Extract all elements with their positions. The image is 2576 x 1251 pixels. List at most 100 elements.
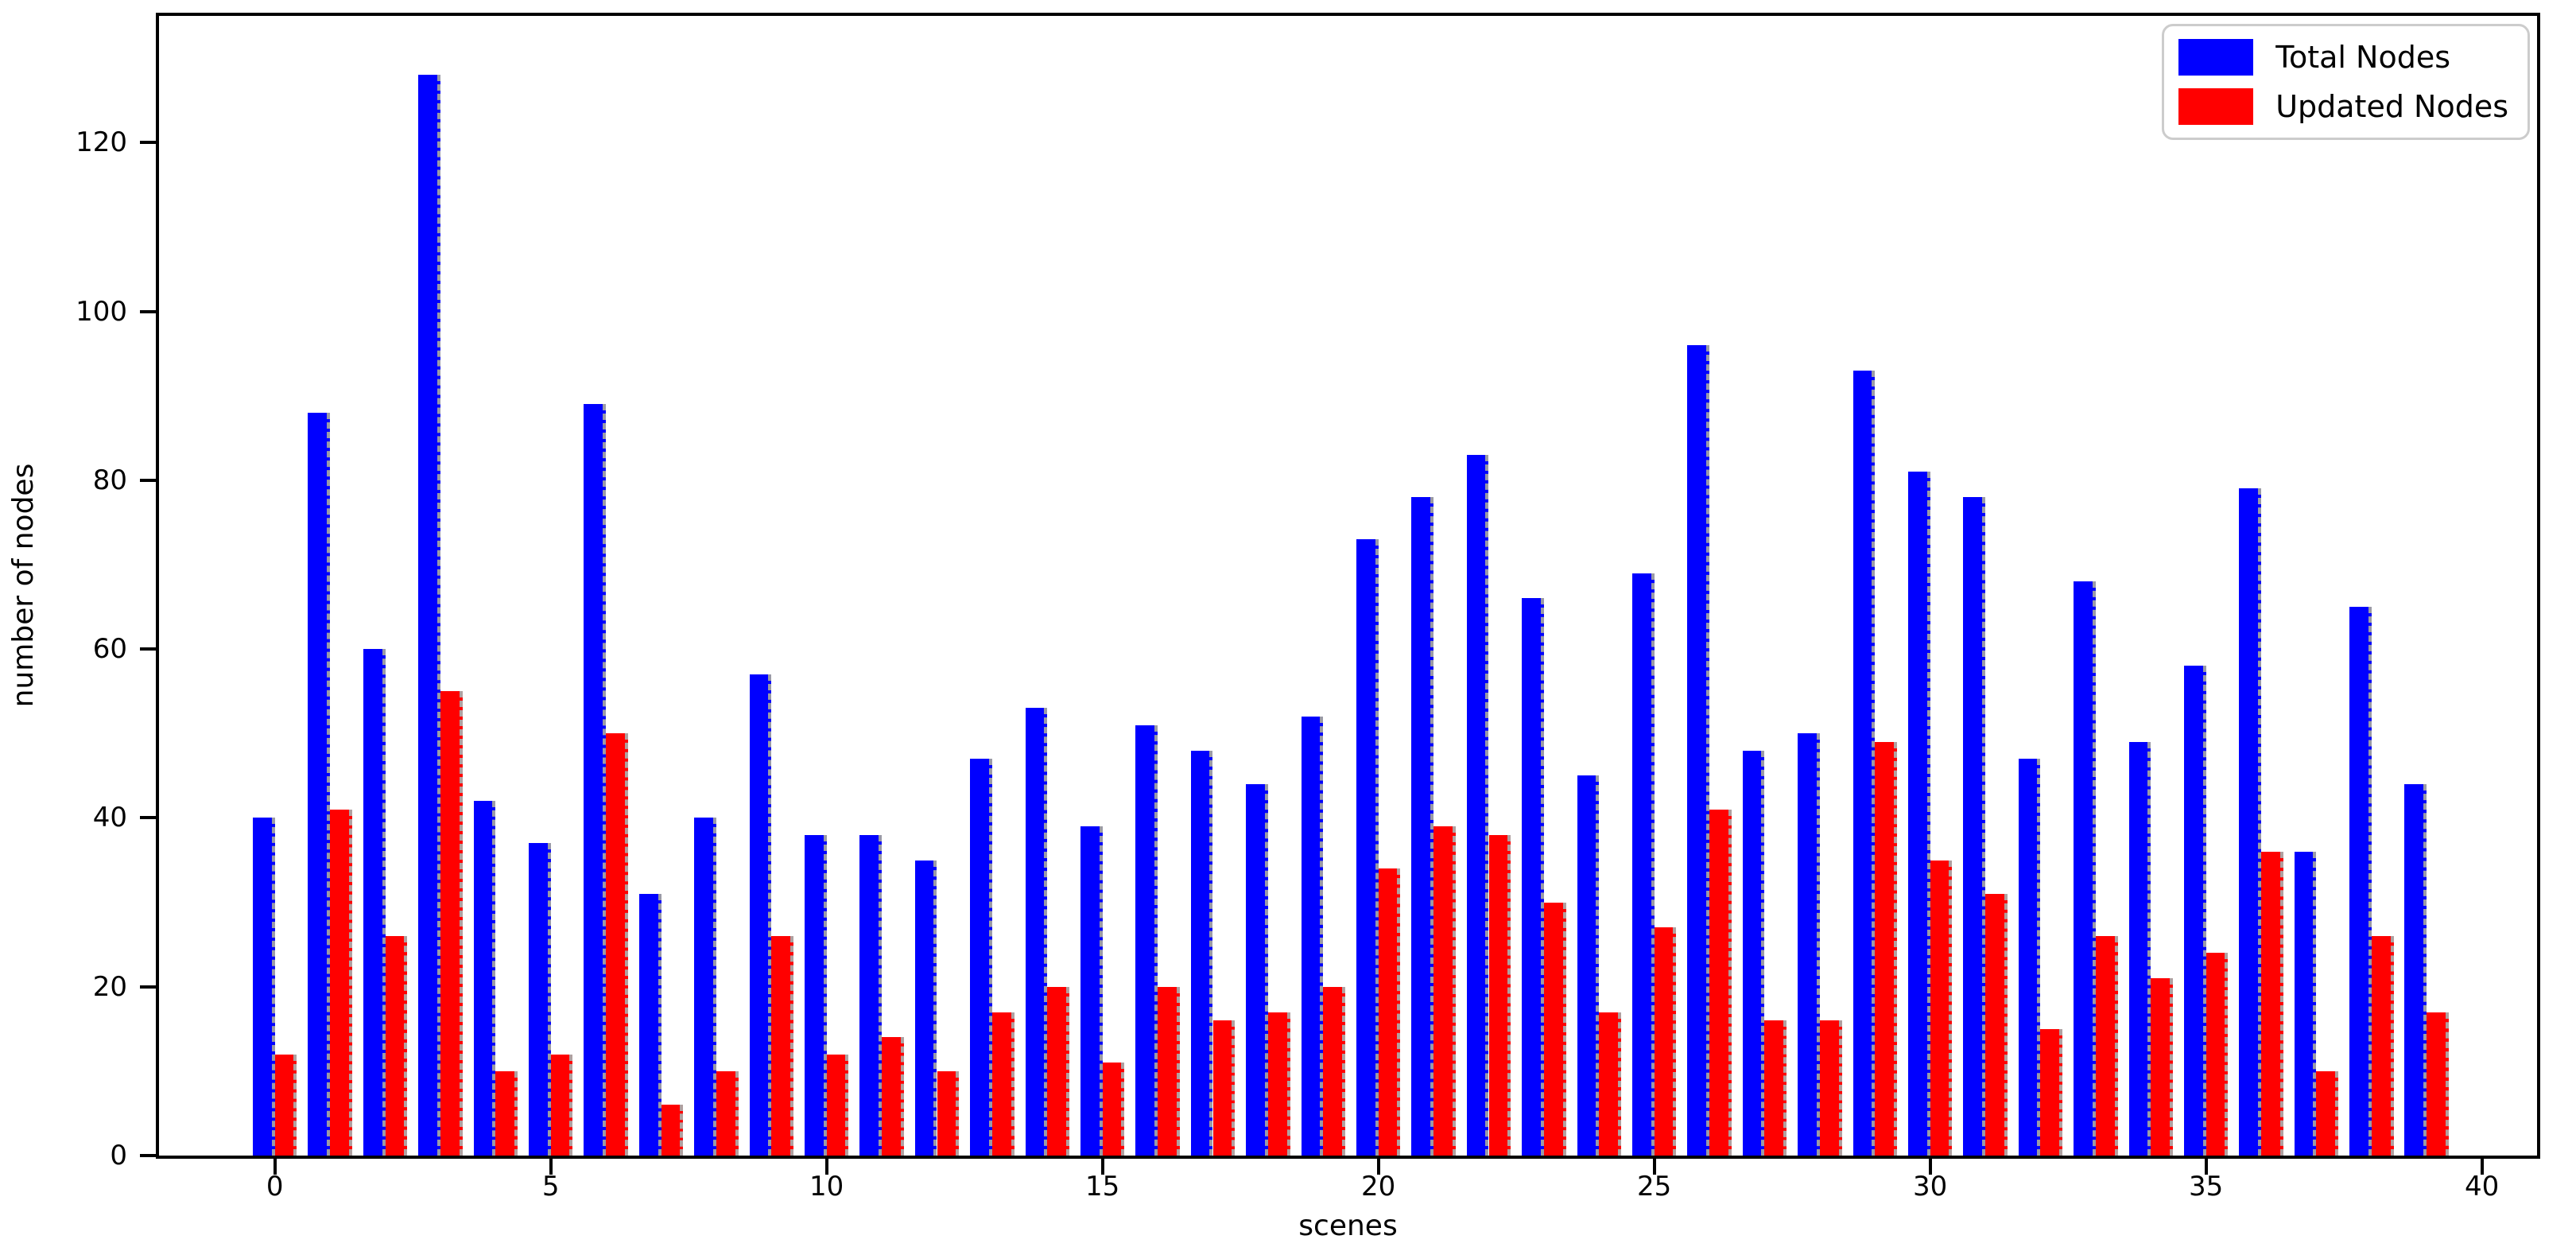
legend-swatch-total-nodes <box>2178 39 2254 76</box>
bar-updated-nodes-scene-23 <box>1543 902 1566 1156</box>
legend-item-total-nodes: Total Nodes <box>2178 39 2508 76</box>
bar-total-nodes-scene-0 <box>253 818 275 1156</box>
y-tick-mark-40 <box>140 816 156 820</box>
bar-total-nodes-scene-5 <box>529 843 551 1156</box>
bar-total-nodes-scene-9 <box>749 674 772 1156</box>
bar-total-nodes-scene-34 <box>2128 741 2151 1156</box>
bar-total-nodes-scene-25 <box>1631 573 1655 1156</box>
bar-updated-nodes-scene-21 <box>1433 826 1456 1156</box>
bar-total-nodes-scene-27 <box>1742 750 1765 1156</box>
bar-updated-nodes-scene-7 <box>661 1105 684 1156</box>
bar-updated-nodes-scene-16 <box>1158 986 1180 1156</box>
bar-total-nodes-scene-31 <box>1963 497 1986 1156</box>
bar-updated-nodes-scene-1 <box>330 809 352 1156</box>
y-tick-mark-80 <box>140 478 156 482</box>
bar-updated-nodes-scene-17 <box>1212 1020 1236 1156</box>
bar-total-nodes-scene-1 <box>308 412 331 1156</box>
bar-total-nodes-scene-33 <box>2074 581 2096 1156</box>
legend-box: Total Nodes Updated Nodes <box>2162 24 2530 140</box>
bar-updated-nodes-scene-37 <box>2316 1070 2339 1156</box>
bar-total-nodes-scene-23 <box>1522 598 1544 1156</box>
bar-updated-nodes-scene-14 <box>1047 986 1070 1156</box>
bar-updated-nodes-scene-12 <box>937 1070 960 1156</box>
bar-updated-nodes-scene-6 <box>606 733 628 1156</box>
x-tick-label-0: 0 <box>266 1171 284 1202</box>
bar-updated-nodes-scene-31 <box>1985 893 2008 1156</box>
bar-total-nodes-scene-11 <box>859 834 883 1156</box>
bar-total-nodes-scene-4 <box>473 801 496 1156</box>
bar-updated-nodes-scene-11 <box>882 1037 904 1156</box>
y-tick-mark-0 <box>140 1154 156 1157</box>
bar-total-nodes-scene-6 <box>584 404 607 1156</box>
bar-updated-nodes-scene-10 <box>826 1054 849 1156</box>
bar-total-nodes-scene-13 <box>970 759 992 1156</box>
x-tick-label-40: 40 <box>2464 1171 2500 1202</box>
y-axis-label: number of nodes <box>7 463 40 708</box>
x-tick-label-10: 10 <box>809 1171 844 1202</box>
bar-total-nodes-scene-18 <box>1246 783 1268 1156</box>
bar-total-nodes-scene-7 <box>638 893 661 1156</box>
y-tick-label-40: 40 <box>92 802 127 834</box>
y-tick-label-100: 100 <box>76 295 127 328</box>
bar-updated-nodes-scene-4 <box>495 1070 518 1156</box>
bar-updated-nodes-scene-19 <box>1323 986 1346 1156</box>
bar-total-nodes-scene-39 <box>2404 783 2427 1156</box>
bar-updated-nodes-scene-22 <box>1488 834 1511 1156</box>
bar-total-nodes-scene-36 <box>2239 488 2262 1156</box>
bar-updated-nodes-scene-0 <box>274 1054 297 1156</box>
bar-updated-nodes-scene-25 <box>1654 927 1677 1156</box>
bar-total-nodes-scene-17 <box>1190 750 1213 1156</box>
x-tick-label-35: 35 <box>2188 1171 2224 1202</box>
bar-total-nodes-scene-21 <box>1411 497 1434 1156</box>
x-tick-mark-40 <box>2480 1159 2484 1175</box>
bar-total-nodes-scene-14 <box>1025 708 1048 1156</box>
bar-total-nodes-scene-8 <box>694 818 716 1156</box>
bar-updated-nodes-scene-30 <box>1930 860 1953 1156</box>
legend-swatch-updated-nodes <box>2178 88 2254 125</box>
bar-updated-nodes-scene-20 <box>1378 868 1401 1156</box>
plot-area: Total Nodes Updated Nodes <box>140 13 2540 1175</box>
bar-updated-nodes-scene-38 <box>2371 936 2394 1156</box>
x-tick-mark-0 <box>273 1159 277 1175</box>
bar-updated-nodes-scene-24 <box>1599 1012 1622 1156</box>
bar-updated-nodes-scene-3 <box>440 691 463 1156</box>
bar-total-nodes-scene-12 <box>914 860 937 1156</box>
bar-total-nodes-scene-10 <box>804 834 827 1156</box>
y-tick-mark-100 <box>140 309 156 313</box>
x-tick-label-5: 5 <box>541 1171 560 1202</box>
bar-total-nodes-scene-22 <box>1466 455 1489 1156</box>
bar-total-nodes-scene-26 <box>1687 345 1710 1156</box>
x-tick-mark-35 <box>2204 1159 2208 1175</box>
bar-total-nodes-scene-3 <box>418 75 440 1156</box>
y-tick-label-60: 60 <box>92 633 127 666</box>
bar-updated-nodes-scene-15 <box>1102 1063 1125 1156</box>
y-tick-label-20: 20 <box>92 970 127 1003</box>
x-tick-mark-5 <box>549 1159 553 1175</box>
bar-updated-nodes-scene-26 <box>1709 809 1732 1156</box>
bar-updated-nodes-scene-13 <box>991 1012 1014 1156</box>
x-tick-label-15: 15 <box>1085 1171 1120 1202</box>
x-tick-mark-25 <box>1652 1159 1656 1175</box>
x-tick-mark-20 <box>1376 1159 1380 1175</box>
bar-updated-nodes-scene-35 <box>2206 953 2229 1156</box>
bar-total-nodes-scene-28 <box>1798 733 1820 1156</box>
bar-total-nodes-scene-16 <box>1135 725 1158 1156</box>
bar-updated-nodes-scene-9 <box>771 936 794 1156</box>
bar-total-nodes-scene-38 <box>2349 607 2372 1156</box>
bar-updated-nodes-scene-36 <box>2261 851 2283 1156</box>
x-tick-label-25: 25 <box>1637 1171 1672 1202</box>
legend-label-updated-nodes: Updated Nodes <box>2275 89 2508 124</box>
bar-total-nodes-scene-19 <box>1301 717 1324 1156</box>
bar-total-nodes-scene-24 <box>1577 775 1600 1156</box>
x-tick-mark-30 <box>1928 1159 1932 1175</box>
bar-total-nodes-scene-15 <box>1080 826 1103 1156</box>
legend-item-updated-nodes: Updated Nodes <box>2178 88 2508 125</box>
x-tick-label-20: 20 <box>1361 1171 1396 1202</box>
y-tick-mark-60 <box>140 647 156 651</box>
bar-updated-nodes-scene-29 <box>1875 741 1897 1156</box>
y-tick-label-120: 120 <box>76 126 127 159</box>
bar-total-nodes-scene-29 <box>1852 370 1876 1156</box>
bar-total-nodes-scene-2 <box>363 649 386 1156</box>
y-tick-mark-120 <box>140 141 156 145</box>
